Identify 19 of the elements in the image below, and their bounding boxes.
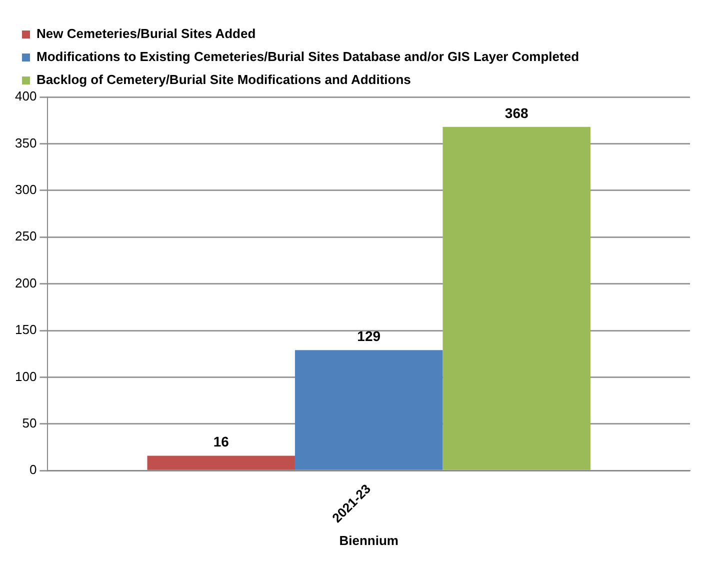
legend-label: New Cemeteries/Burial Sites Added: [36, 26, 256, 42]
y-tick-label: 350: [14, 135, 37, 150]
data-label: 16: [213, 434, 230, 450]
y-tick-label: 100: [14, 368, 37, 384]
y-tick-label: 50: [22, 416, 37, 431]
legend-label: Modifications to Existing Cemeteries/Burial Sites Database and/or GIS Layer Completed: [36, 49, 580, 64]
data-label: 129: [357, 328, 381, 344]
y-tick-label: 200: [14, 275, 37, 290]
y-tick-label: 250: [14, 228, 37, 244]
bar: [147, 456, 295, 470]
y-tick-label: 0: [29, 462, 37, 478]
bar: [294, 350, 443, 470]
y-tick-label: 400: [14, 88, 37, 104]
y-tick-label: 150: [14, 322, 37, 338]
data-label: 368: [504, 104, 528, 121]
legend-label: Backlog of Cemetery/Burial Site Modifications and Additions: [36, 72, 411, 88]
x-axis-title: Biennium: [339, 532, 398, 548]
y-tick-label: 300: [14, 182, 37, 197]
bar: [442, 126, 590, 470]
